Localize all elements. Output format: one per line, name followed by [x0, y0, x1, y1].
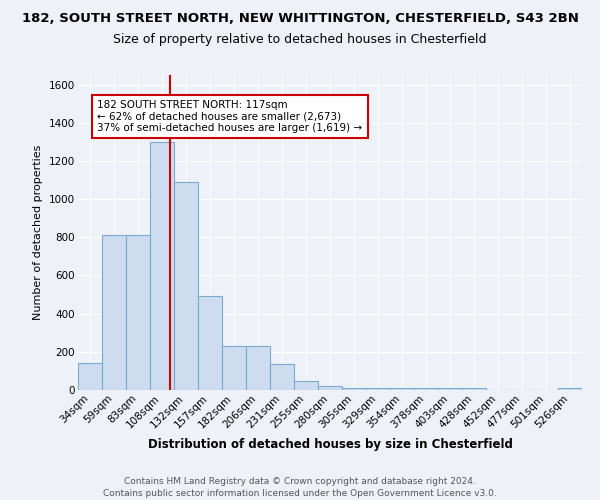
X-axis label: Distribution of detached houses by size in Chesterfield: Distribution of detached houses by size …: [148, 438, 512, 451]
Bar: [78, 364, 102, 390]
Bar: [366, 388, 390, 390]
Text: Size of property relative to detached houses in Chesterfield: Size of property relative to detached ho…: [113, 32, 487, 46]
Text: Contains HM Land Registry data © Crown copyright and database right 2024.
Contai: Contains HM Land Registry data © Crown c…: [103, 476, 497, 498]
Bar: [174, 182, 198, 390]
Bar: [102, 236, 126, 390]
Y-axis label: Number of detached properties: Number of detached properties: [34, 145, 43, 320]
Bar: [222, 346, 246, 390]
Text: 182, SOUTH STREET NORTH, NEW WHITTINGTON, CHESTERFIELD, S43 2BN: 182, SOUTH STREET NORTH, NEW WHITTINGTON…: [22, 12, 578, 26]
Bar: [438, 388, 462, 390]
Bar: [318, 386, 342, 390]
Bar: [198, 296, 222, 390]
Bar: [558, 388, 582, 390]
Bar: [150, 142, 174, 390]
Bar: [270, 364, 294, 390]
Bar: [414, 388, 438, 390]
Bar: [126, 236, 150, 390]
Bar: [462, 388, 486, 390]
Bar: [294, 382, 318, 390]
Bar: [246, 346, 270, 390]
Text: 182 SOUTH STREET NORTH: 117sqm
← 62% of detached houses are smaller (2,673)
37% : 182 SOUTH STREET NORTH: 117sqm ← 62% of …: [97, 100, 362, 133]
Bar: [342, 388, 366, 390]
Bar: [390, 388, 414, 390]
